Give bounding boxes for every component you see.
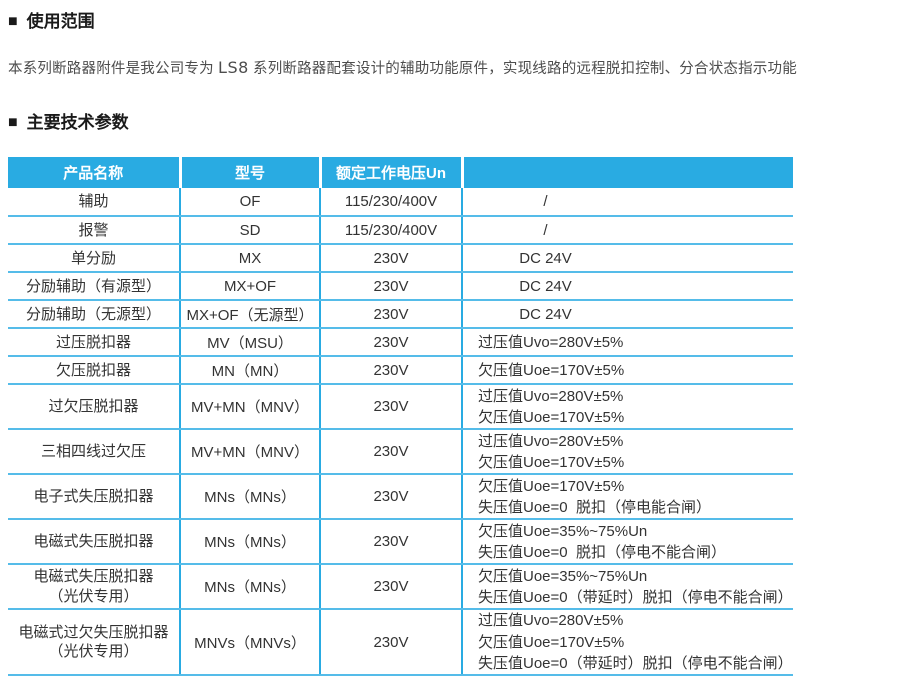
spec-cell: DC 24V: [461, 272, 793, 302]
model-cell: MNs（MNs）: [179, 474, 320, 521]
spec-value: 过压值Uvo=280V±5% 欠压值Uoe=170V±5%: [478, 387, 625, 426]
spec-cell: DC 24V: [461, 300, 793, 330]
spec-value: 过压值Uvo=280V±5% 欠压值Uoe=170V±5%: [478, 432, 625, 471]
spec-cell: 欠压值Uoe=170V±5%: [461, 356, 793, 386]
product-name-cell: 电磁式失压脱扣器 （光伏专用）: [8, 564, 180, 611]
voltage-cell: 230V: [319, 609, 462, 677]
voltage-cell: 230V: [319, 356, 462, 386]
table-row: 电磁式失压脱扣器 MNs（MNs） 230V 欠压值Uoe=35%~75%Un 失压值…: [8, 519, 793, 566]
product-name-cell: 过欠压脱扣器: [8, 384, 180, 431]
model-cell: MNs（MNs）: [179, 564, 320, 611]
spec-cell: /: [461, 188, 793, 218]
table-row: 电磁式失压脱扣器 （光伏专用） MNs（MNs） 230V 欠压值Uoe=35%~75…: [8, 564, 793, 611]
voltage-cell: 115/230/400V: [319, 216, 462, 246]
table-row: 分励辅助（有源型） MX+OF 230V DC 24V: [8, 272, 793, 302]
product-name-cell: 三相四线过欠压: [8, 429, 180, 476]
voltage-cell: 230V: [319, 519, 462, 566]
spec-value: DC 24V: [519, 249, 572, 267]
table-row: 过欠压脱扣器 MV+MN（MNV） 230V 过压值Uvo=280V±5% 欠压值Uo…: [8, 384, 793, 431]
product-name-cell: 单分励: [8, 244, 180, 274]
product-name-cell: 过压脱扣器: [8, 328, 180, 358]
table-row: 辅助 OF 115/230/400V /: [8, 188, 793, 218]
spec-value: 欠压值Uoe=170V±5%: [478, 361, 625, 379]
spec-cell: 欠压值Uoe=170V±5% 失压值Uoe=0 脱扣（停电能合闸）: [461, 474, 793, 521]
section-bullet-icon: ■: [8, 114, 18, 132]
product-name-cell: 报警: [8, 216, 180, 246]
model-cell: SD: [179, 216, 320, 246]
product-name-cell: 辅助: [8, 188, 180, 218]
product-name-cell: 分励辅助（有源型）: [8, 272, 180, 302]
model-cell: MNs（MNs）: [179, 519, 320, 566]
voltage-cell: 230V: [319, 429, 462, 476]
spec-cell: DC 24V: [461, 244, 793, 274]
spec-cell: 欠压值Uoe=35%~75%Un 失压值Uoe=0 脱扣（停电不能合闸）: [461, 519, 793, 566]
product-name-cell: 电磁式失压脱扣器: [8, 519, 180, 566]
spec-value: DC 24V: [519, 277, 572, 295]
spec-value: 欠压值Uoe=35%~75%Un 失压值Uoe=0（带延时）脱扣（停电不能合闸）: [478, 567, 793, 606]
document-page: ■ 使用范围 本系列断路器附件是我公司专为 LS8 系列断路器配套设计的辅助功能…: [8, 12, 892, 677]
spec-value: 欠压值Uoe=170V±5% 失压值Uoe=0 脱扣（停电能合闸）: [478, 477, 711, 516]
technical-params-table: 产品名称 型号 额定工作电压Un 辅助 OF 115/230/400V / 报警 SD 115/…: [8, 157, 793, 677]
voltage-cell: 230V: [319, 384, 462, 431]
product-name-cell: 电子式失压脱扣器: [8, 474, 180, 521]
table-row: 单分励 MX 230V DC 24V: [8, 244, 793, 274]
model-cell: OF: [179, 188, 320, 218]
model-cell: MNVs（MNVs）: [179, 609, 320, 677]
spec-cell: /: [461, 216, 793, 246]
model-cell: MX: [179, 244, 320, 274]
spec-cell: 过压值Uvo=280V±5% 欠压值Uoe=170V±5%: [461, 429, 793, 476]
spec-cell: 过压值Uvo=280V±5% 欠压值Uoe=170V±5%: [461, 384, 793, 431]
col-header-spec: [460, 157, 793, 189]
voltage-cell: 230V: [319, 244, 462, 274]
usage-section-heading: ■ 使用范围: [8, 12, 892, 32]
voltage-cell: 230V: [319, 300, 462, 330]
voltage-cell: 230V: [319, 564, 462, 611]
voltage-cell: 115/230/400V: [319, 188, 462, 218]
product-name-cell: 电磁式过欠失压脱扣器 （光伏专用）: [8, 609, 180, 677]
table-row: 电磁式过欠失压脱扣器 （光伏专用） MNVs（MNVs） 230V 过压值Uvo=28…: [8, 609, 793, 677]
spec-value: 过压值Uvo=280V±5% 欠压值Uoe=170V±5% 失压值Uoe=0（带…: [478, 612, 793, 672]
spec-value: /: [543, 193, 548, 211]
product-name-cell: 欠压脱扣器: [8, 356, 180, 386]
model-cell: MX+OF: [179, 272, 320, 302]
table-row: 分励辅助（无源型） MX+OF（无源型） 230V DC 24V: [8, 300, 793, 330]
table-row: 报警 SD 115/230/400V /: [8, 216, 793, 246]
usage-description-prefix: 本系列断路器附件是我公司专为: [8, 61, 219, 78]
table-row: 三相四线过欠压 MV+MN（MNV） 230V 过压值Uvo=280V±5% 欠压值U…: [8, 429, 793, 476]
spec-value: DC 24V: [519, 305, 572, 323]
model-cell: MV+MN（MNV）: [179, 384, 320, 431]
voltage-cell: 230V: [319, 328, 462, 358]
usage-description-suffix: 系列断路器配套设计的辅助功能原件，实现线路的远程脱扣控制、分合状态指示功能: [248, 61, 797, 78]
table-row: 过压脱扣器 MV（MSU） 230V 过压值Uvo=280V±5%: [8, 328, 793, 358]
section-bullet-icon: ■: [8, 13, 18, 31]
col-header-model: 型号: [178, 157, 320, 189]
table-row: 欠压脱扣器 MN（MN） 230V 欠压值Uoe=170V±5%: [8, 356, 793, 386]
usage-heading-text: 使用范围: [26, 12, 95, 31]
col-header-rated-voltage: 额定工作电压Un: [318, 157, 462, 189]
params-table-head-row: 产品名称 型号 额定工作电压Un: [8, 157, 793, 189]
spec-cell: 过压值Uvo=280V±5% 欠压值Uoe=170V±5% 失压值Uoe=0（带…: [461, 609, 793, 677]
model-cell: MV（MSU）: [179, 328, 320, 358]
model-cell: MV+MN（MNV）: [179, 429, 320, 476]
usage-description: 本系列断路器附件是我公司专为 LS8 系列断路器配套设计的辅助功能原件，实现线路…: [8, 57, 892, 80]
params-table-body: 辅助 OF 115/230/400V / 报警 SD 115/230/400V / 单分励 MX 2…: [8, 188, 793, 677]
product-name-cell: 分励辅助（无源型）: [8, 300, 180, 330]
spec-cell: 欠压值Uoe=35%~75%Un 失压值Uoe=0（带延时）脱扣（停电不能合闸）: [461, 564, 793, 611]
model-cell: MX+OF（无源型）: [179, 300, 320, 330]
spec-cell: 过压值Uvo=280V±5%: [461, 328, 793, 358]
brand-ls8: LS8: [218, 58, 249, 78]
table-row: 电子式失压脱扣器 MNs（MNs） 230V 欠压值Uoe=170V±5% 失压值Uo…: [8, 474, 793, 521]
spec-value: /: [543, 221, 548, 239]
voltage-cell: 230V: [319, 474, 462, 521]
voltage-cell: 230V: [319, 272, 462, 302]
params-heading-text: 主要技术参数: [26, 112, 129, 132]
spec-value: 过压值Uvo=280V±5%: [478, 333, 624, 351]
model-cell: MN（MN）: [179, 356, 320, 386]
params-section-heading: ■ 主要技术参数: [8, 113, 892, 133]
spec-value: 欠压值Uoe=35%~75%Un 失压值Uoe=0 脱扣（停电不能合闸）: [478, 522, 726, 561]
col-header-product-name: 产品名称: [8, 157, 180, 189]
